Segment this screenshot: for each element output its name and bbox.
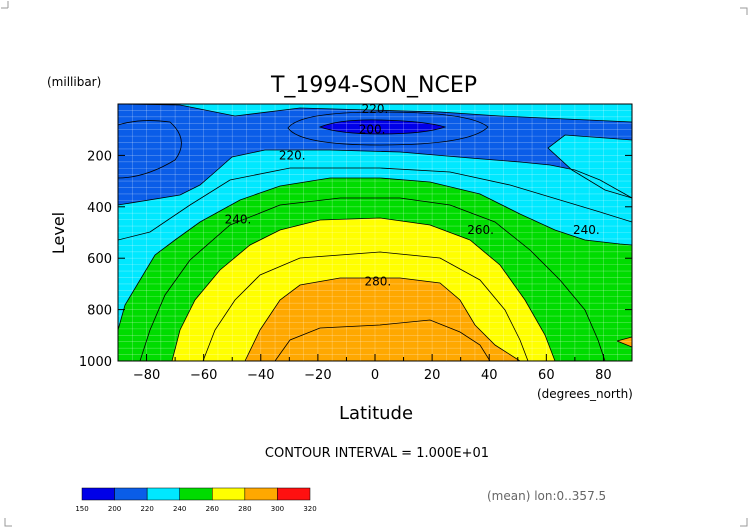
- x-tick-label: 40: [481, 368, 498, 383]
- colorbar-swatch: [179, 487, 213, 501]
- contour-210-top: [118, 120, 182, 179]
- x-tick-label: 0: [371, 368, 379, 383]
- y-units-label: (millibar): [47, 75, 101, 89]
- contour-label: 200.: [359, 123, 386, 137]
- contour-220-top: [118, 104, 632, 123]
- colorbar-swatch: [277, 487, 311, 501]
- y-tick-label: 200: [87, 149, 112, 164]
- contour-200-core: [318, 119, 447, 135]
- tick-labels: −80 −60 −40 −20 0 20 40 60 80 200 400 600 800 1000: [79, 149, 612, 383]
- y-tick-label: 600: [87, 252, 112, 267]
- colorbar-swatch: [244, 487, 278, 501]
- band-280-300-edge: [617, 337, 632, 347]
- colorbar-label: 260: [206, 505, 219, 513]
- contour-250: [139, 197, 606, 361]
- contour-label: 220.: [362, 102, 389, 116]
- colorbar-swatch: [146, 487, 180, 501]
- x-tick-label: −20: [304, 368, 331, 383]
- x-tick-label: 60: [538, 368, 555, 383]
- contour-290: [274, 319, 491, 361]
- contour-lines: [118, 104, 632, 361]
- chart-title: T_1994-SON_NCEP: [270, 73, 477, 98]
- contour-interval-text: CONTOUR INTERVAL = 1.000E+01: [265, 446, 489, 461]
- contour-label: 240.: [225, 213, 252, 227]
- temperature-bands: [118, 104, 632, 361]
- contour-230: [118, 167, 632, 241]
- contour-label: 260.: [467, 223, 494, 237]
- contour-label: 280.: [364, 274, 391, 288]
- band-150-200-core: [320, 119, 445, 134]
- contour-280-right-small: [616, 336, 632, 348]
- contour-240: [118, 177, 632, 331]
- colorbar-label: 320: [303, 505, 316, 513]
- x-tick-label: −40: [247, 368, 274, 383]
- x-axis-label: Latitude: [339, 403, 413, 424]
- colorbar-label: 200: [108, 505, 121, 513]
- contour-280: [244, 277, 521, 361]
- axis-ticks: [117, 154, 633, 362]
- colorbar-swatch: [114, 487, 148, 501]
- band-280-300: [245, 278, 520, 361]
- grid-lines: [118, 104, 632, 361]
- contour-220-right-island: [547, 134, 632, 199]
- x-units-label: (degrees_north): [537, 387, 633, 401]
- contour-270: [202, 251, 529, 361]
- y-tick-label: 1000: [79, 355, 112, 370]
- y-tick-label: 800: [87, 304, 112, 319]
- contour-label: 220.: [279, 148, 306, 162]
- colorbar-swatch: [81, 487, 115, 501]
- contour-labels: 220. 200. 220. 240. 260. 240. 280.: [225, 102, 600, 288]
- contour-260: [171, 217, 556, 361]
- footnote: (mean) lon:0..357.5: [487, 489, 606, 503]
- colorbar-label: 150: [75, 505, 88, 513]
- colorbar: 150 200 220 240 260 280 300 320: [75, 487, 317, 513]
- colorbar-swatch: [212, 487, 246, 501]
- contour-210-ellipse: [287, 111, 489, 146]
- contour-220: [118, 149, 632, 206]
- colorbar-label: 280: [238, 505, 251, 513]
- colorbar-label: 240: [173, 505, 186, 513]
- y-axis-label: Level: [49, 212, 68, 254]
- x-tick-label: −60: [190, 368, 217, 383]
- y-tick-label: 400: [87, 201, 112, 216]
- colorbar-label: 300: [271, 505, 284, 513]
- x-tick-label: 80: [595, 368, 612, 383]
- contour-label: 240.: [573, 223, 600, 237]
- colorbar-label: 220: [140, 505, 153, 513]
- x-tick-label: −80: [133, 368, 160, 383]
- x-tick-label: 20: [424, 368, 441, 383]
